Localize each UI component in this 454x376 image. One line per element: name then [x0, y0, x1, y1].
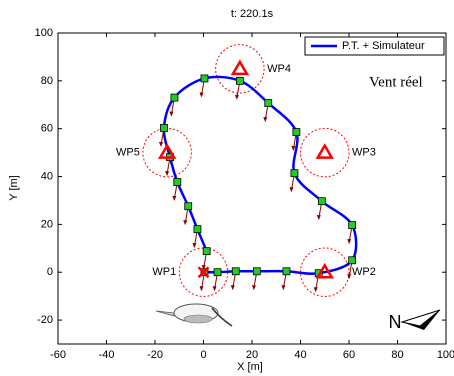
waypoint-marker — [197, 266, 210, 279]
heading-arrow-head — [201, 265, 206, 271]
heading-arrow-head — [347, 274, 352, 280]
legend-box — [304, 36, 445, 56]
trajectory-marker — [193, 225, 202, 234]
trajectory-marker — [290, 169, 299, 178]
trajectory-marker — [235, 76, 244, 85]
waypoint-label: WP5 — [116, 147, 140, 159]
waypoint-marker — [315, 143, 334, 159]
x-tick-label: -40 — [99, 349, 115, 361]
heading-arrow-head — [192, 243, 197, 249]
heading-arrow-head — [347, 239, 352, 245]
waypoint-marker — [157, 143, 177, 159]
bird-icon — [155, 303, 233, 327]
y-tick-label: 20 — [41, 218, 53, 230]
trajectory-marker — [173, 178, 182, 186]
heading-arrow-head — [230, 285, 235, 291]
trajectory-marker — [317, 197, 326, 206]
trajectory-marker — [200, 74, 209, 83]
heading-arrow-head — [281, 285, 286, 291]
waypoint-marker — [315, 262, 334, 279]
x-tick-label: 20 — [246, 349, 258, 361]
heading-arrow-head — [158, 141, 163, 147]
legend: P.T. + Simulateur — [304, 36, 445, 56]
y-tick-label: 60 — [41, 123, 53, 135]
x-tick-label: 100 — [437, 349, 454, 361]
legend-label: P.T. + Simulateur — [342, 40, 425, 52]
waypoint-label: WP4 — [267, 63, 291, 75]
x-tick-label: 60 — [343, 349, 355, 361]
heading-arrow-head — [165, 171, 170, 177]
heading-arrow-head — [316, 215, 321, 221]
heading-arrow-head — [169, 111, 174, 117]
x-tick-label: -20 — [147, 349, 163, 361]
y-tick-label: 0 — [47, 266, 53, 278]
trajectory-marker — [348, 221, 357, 230]
trajectory-marker — [160, 124, 168, 132]
y-tick-label: 80 — [41, 75, 53, 87]
trajectory-marker — [170, 93, 179, 102]
trajectory-marker — [264, 99, 273, 107]
wind-label: Vent réel — [369, 74, 423, 90]
heading-arrow-head — [183, 220, 188, 226]
x-tick-label: 40 — [294, 349, 306, 361]
chart-title: t: 220.1s — [231, 8, 274, 20]
waypoint-marker — [230, 59, 250, 76]
heading-arrow-head — [291, 146, 296, 152]
trajectory-marker — [213, 268, 222, 277]
waypoint-circle — [300, 247, 350, 297]
y-axis-label: Y [m] — [8, 175, 20, 200]
trajectory-marker — [202, 247, 211, 256]
heading-arrow-head — [263, 117, 268, 123]
north-label: N — [389, 312, 402, 332]
heading-arrow-head — [289, 187, 294, 193]
trajectory-marker — [282, 267, 291, 276]
heading-arrow-head — [313, 287, 318, 293]
trajectory-marker — [252, 267, 261, 276]
heading-arrow-head — [251, 285, 256, 291]
plot-frame — [57, 32, 447, 345]
trajectory-marker — [292, 128, 301, 136]
trajectory-marker — [184, 202, 193, 211]
waypoint-label: WP2 — [352, 266, 376, 278]
trajectory-marker — [348, 256, 357, 265]
trajectory-marker — [231, 267, 240, 276]
heading-arrow-head — [212, 286, 217, 292]
waypoint-circle — [300, 127, 350, 178]
waypoint-circle — [215, 44, 265, 94]
heading-arrow-head — [199, 286, 204, 292]
y-tick-label: 100 — [35, 27, 53, 39]
waypoint-label: WP3 — [352, 147, 376, 159]
x-tick-label: -60 — [50, 349, 66, 361]
heading-arrow-head — [172, 196, 177, 202]
y-tick-label: -20 — [37, 314, 53, 326]
waypoint-label: WP1 — [152, 266, 176, 278]
y-tick-label: 40 — [41, 170, 53, 182]
north-arrow — [400, 309, 441, 330]
heading-arrow-head — [199, 92, 204, 98]
heading-arrow-head — [234, 94, 239, 100]
x-tick-label: 0 — [200, 349, 206, 361]
x-tick-label: 80 — [391, 349, 403, 361]
x-axis-label: X [m] — [237, 361, 263, 373]
